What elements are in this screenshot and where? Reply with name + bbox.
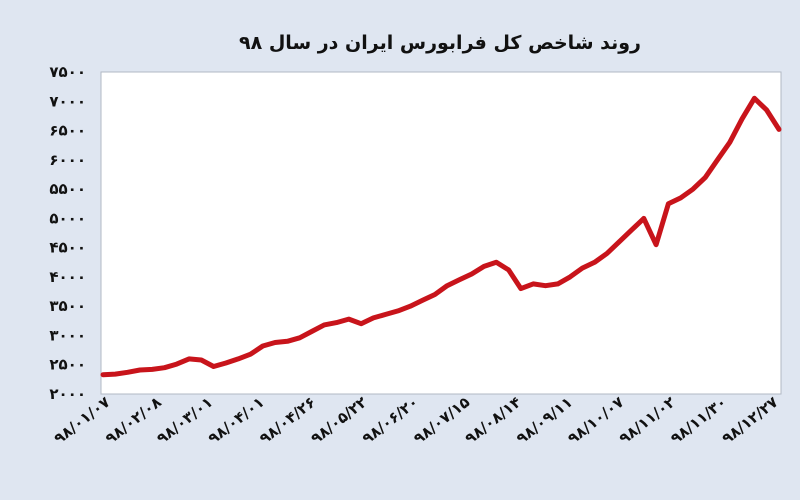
y-tick-label: ۶۰۰۰ bbox=[49, 151, 86, 169]
plot-area bbox=[100, 71, 782, 395]
chart-title: روند شاخص کل فرابورس ایران در سال ۹۸ bbox=[239, 32, 641, 54]
y-tick-label: ۴۰۰۰ bbox=[49, 268, 86, 286]
y-axis: ۲۰۰۰ ۲۵۰۰ ۳۰۰۰ ۳۵۰۰ ۴۰۰۰ ۴۵۰۰ ۵۰۰۰ ۵۵۰۰ ۶۰۰۰ ۶۵۰۰… bbox=[49, 63, 86, 403]
y-tick-label: ۷۵۰۰ bbox=[49, 63, 86, 81]
y-tick-label: ۶۵۰۰ bbox=[49, 122, 86, 140]
series-line bbox=[100, 95, 782, 378]
y-tick-label: ۲۵۰۰ bbox=[49, 356, 86, 374]
y-tick-label: ۵۰۰۰ bbox=[49, 209, 86, 227]
series-layer bbox=[100, 95, 782, 378]
y-tick-label: ۲۰۰۰ bbox=[49, 385, 86, 403]
y-tick-label: ۳۵۰۰ bbox=[49, 297, 86, 315]
y-tick-label: ۷۰۰۰ bbox=[49, 92, 86, 110]
y-tick-label: ۴۵۰۰ bbox=[49, 239, 86, 257]
y-tick-label: ۵۵۰۰ bbox=[49, 180, 86, 198]
y-tick-label: ۳۰۰۰ bbox=[49, 326, 86, 344]
